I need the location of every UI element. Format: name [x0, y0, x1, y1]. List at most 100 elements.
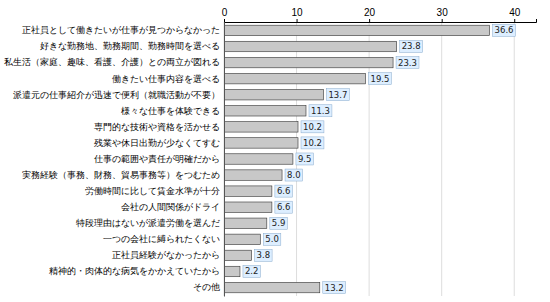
data-label-group: 11.3: [309, 105, 332, 117]
y-tick-label: 実務経験（事務、財務、貿易事務等）をつむため: [22, 170, 220, 180]
data-label-box: [301, 137, 324, 149]
data-label: 10.2: [303, 122, 322, 132]
data-label-group: 36.6: [493, 24, 516, 36]
y-tick: 働きたい仕事内容を選べる: [112, 74, 220, 84]
x-tick: 20: [364, 7, 376, 22]
x-tick-label: 20: [364, 7, 376, 18]
x-tick-mark: [442, 19, 443, 22]
x-tick: 0: [222, 7, 228, 22]
y-tick-label: 働きたい仕事内容を選べる: [112, 74, 220, 84]
data-label: 13.7: [328, 90, 347, 100]
x-tick-label: 10: [291, 7, 303, 18]
x-tick-label: 0: [222, 7, 228, 18]
y-tick: 好きな勤務地、勤務期間、勤務時間を選べる: [40, 41, 220, 51]
grid-line: [441, 22, 442, 296]
x-tick: 10: [291, 7, 303, 22]
y-tick-label: 特段理由はないが派遣労働を選んだ: [76, 218, 220, 228]
data-label-box: [275, 185, 293, 197]
bar: [224, 218, 267, 228]
x-tick-mark: [514, 19, 515, 22]
y-tick-label: 正社員として働きたいが仕事が見つからなかった: [22, 25, 220, 35]
y-axis-line: [224, 23, 225, 297]
bar: [224, 138, 298, 148]
data-label-group: 2.2: [243, 265, 261, 277]
y-tick: その他: [193, 282, 220, 292]
bar: [224, 73, 365, 83]
y-tick-label: 精神的・肉体的な病気をかかえていたから: [49, 266, 220, 276]
data-label-group: 23.3: [396, 57, 419, 69]
bar: [224, 282, 320, 292]
bar: [224, 250, 252, 260]
y-axis: 正社員として働きたいが仕事が見つからなかった好きな勤務地、勤務期間、勤務時間を選…: [4, 23, 225, 297]
grid-line: [514, 22, 515, 296]
bar: [224, 202, 272, 212]
data-label-group: 13.2: [323, 282, 346, 294]
data-label-group: 10.2: [301, 137, 324, 149]
data-label-box: [493, 24, 516, 36]
data-label-group: 8.0: [285, 169, 303, 181]
x-tick-mark: [224, 19, 225, 22]
data-label: 2.2: [245, 266, 259, 276]
x-tick: 30: [437, 7, 449, 22]
bar: [224, 41, 397, 51]
bar: [224, 57, 393, 67]
y-tick: 一つの会社に縛られたくない: [103, 234, 220, 244]
data-label: 8.0: [287, 170, 301, 180]
data-label-group: 6.6: [275, 185, 293, 197]
y-tick: 私生活（家庭、趣味、看護、介護）との両立が図れる: [4, 57, 220, 67]
y-tick-label: 仕事の範囲や責任が明確だから: [94, 154, 220, 164]
data-label-box: [243, 265, 261, 277]
data-label-box: [301, 121, 324, 133]
y-tick-label: 様々な仕事を体験できる: [121, 106, 220, 116]
grid: [224, 22, 514, 296]
data-label-box: [275, 201, 293, 213]
x-tick: 40: [509, 7, 521, 22]
x-axis-line: [225, 19, 537, 23]
data-label-box: [263, 233, 281, 245]
y-tick: 派遣元の仕事紹介が迅速で便利（就職活動が不要）: [13, 90, 220, 100]
y-tick: 残業や休日出勤が少なくてすむ: [94, 138, 220, 148]
data-label-box: [323, 282, 346, 294]
data-label-box: [285, 169, 303, 181]
y-tick: 仕事の範囲や責任が明確だから: [94, 154, 220, 164]
bars: [224, 25, 490, 293]
data-label: 23.3: [398, 58, 417, 68]
bar: [224, 25, 490, 35]
grid-line: [224, 22, 225, 296]
data-label: 23.8: [402, 41, 421, 51]
data-label: 5.9: [272, 218, 286, 228]
data-label-group: 5.9: [270, 217, 288, 229]
y-tick: 会社の人間関係がドライ: [121, 202, 220, 212]
data-label: 13.2: [325, 283, 344, 293]
data-label-group: 6.6: [275, 201, 293, 213]
y-tick-label: 労働時間に比して賃金水準が十分: [85, 186, 220, 196]
data-label-box: [309, 105, 332, 117]
y-tick-label: 一つの会社に縛られたくない: [103, 234, 220, 244]
bar: [224, 122, 298, 132]
x-tick-mark: [297, 19, 298, 22]
data-label: 36.6: [495, 25, 514, 35]
data-label-box: [400, 40, 423, 52]
y-tick: 正社員経験がなかったから: [112, 250, 220, 260]
chart: 0 10 20 30 40 正社員として働きたいが仕事が見つからなかった好きな勤務地、勤務…: [0, 0, 550, 302]
x-tick-mark: [369, 19, 370, 22]
y-tick-label: 残業や休日出勤が少なくてすむ: [94, 138, 220, 148]
bar: [224, 186, 272, 196]
x-tick-label: 30: [437, 7, 449, 18]
data-label: 3.8: [257, 250, 271, 260]
bar: [224, 106, 306, 116]
data-label: 11.3: [311, 106, 330, 116]
y-tick: 精神的・肉体的な病気をかかえていたから: [49, 266, 220, 276]
data-label-box: [396, 57, 419, 69]
x-axis: 0 10 20 30 40: [222, 7, 537, 23]
bar: [224, 266, 240, 276]
data-label-group: 5.0: [263, 233, 281, 245]
data-label-group: 13.7: [326, 89, 349, 101]
y-tick: 専門的な技術や資格を活かせる: [94, 122, 220, 132]
data-label-group: 3.8: [255, 249, 273, 261]
data-label-box: [368, 73, 391, 85]
data-label-box: [296, 153, 314, 165]
y-tick: 正社員として働きたいが仕事が見つからなかった: [22, 25, 220, 35]
data-label-group: 10.2: [301, 121, 324, 133]
y-tick-label: 専門的な技術や資格を活かせる: [94, 122, 220, 132]
